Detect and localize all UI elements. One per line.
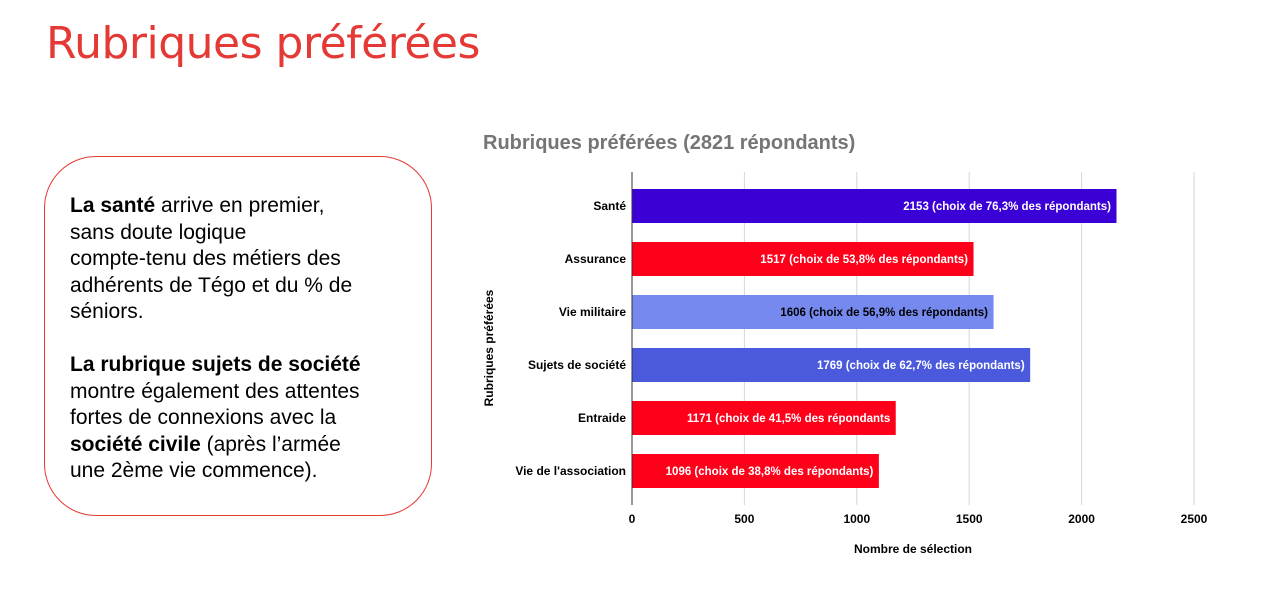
x-tick-label: 2500 — [1181, 512, 1208, 526]
y-category-label: Vie de l'association — [515, 464, 626, 478]
bar — [632, 242, 974, 276]
bar-data-label: 1171 (choix de 41,5% des répondants — [687, 413, 890, 425]
highlight-health: La santé — [70, 194, 156, 217]
commentary-text: séniors. — [70, 300, 144, 323]
x-tick-label: 1000 — [843, 512, 870, 526]
commentary-paragraph-health: La santé arrive en premier, sans doute l… — [70, 193, 407, 326]
y-category-label: Santé — [593, 199, 626, 213]
y-category-label: Entraide — [578, 411, 626, 425]
commentary-text: adhérents de Tégo et du % de — [70, 273, 353, 297]
bar-data-label: 2153 (choix de 76,3% des répondants) — [903, 201, 1111, 213]
commentary-text: sans doute logique — [70, 220, 247, 244]
bar — [632, 401, 896, 435]
commentary-text: arrive en premier, — [155, 194, 325, 217]
commentary-text: montre également des attentes — [70, 379, 360, 403]
bar — [632, 295, 994, 329]
bar-data-label: 1769 (choix de 62,7% des répondants) — [817, 360, 1025, 372]
y-axis-title: Rubriques préférées — [482, 289, 496, 406]
bar-data-label: 1606 (choix de 56,9% des répondants) — [780, 307, 988, 319]
y-category-label: Assurance — [565, 252, 627, 266]
x-tick-label: 0 — [629, 512, 636, 526]
commentary-text: (après l’armée — [200, 432, 341, 456]
bar — [632, 454, 879, 488]
x-axis-title: Nombre de sélection — [854, 542, 972, 556]
commentary-text: une 2ème vie commence). — [70, 459, 318, 482]
chart-title: Rubriques préférées (2821 répondants) — [483, 132, 856, 154]
commentary-paragraph-society: La rubrique sujets de société montre éga… — [70, 352, 407, 485]
bar — [632, 348, 1031, 382]
bar-data-label: 1517 (choix de 53,8% des répondants) — [760, 254, 968, 266]
x-tick-label: 500 — [734, 512, 754, 526]
commentary-text: compte-tenu des métiers des — [70, 247, 341, 270]
bar — [632, 189, 1117, 223]
page-title: Rubriques préférées — [46, 18, 480, 69]
y-category-label: Vie militaire — [559, 305, 626, 319]
x-tick-label: 2000 — [1068, 512, 1095, 526]
x-tick-label: 1500 — [956, 512, 983, 526]
highlight-society-topics: La rubrique sujets de société — [70, 353, 361, 376]
commentary-text: fortes de connexions avec la — [70, 406, 337, 429]
bar-data-label: 1096 (choix de 38,8% des répondants) — [666, 466, 874, 478]
highlight-civil-society: société civile — [70, 432, 201, 456]
commentary-box: La santé arrive en premier, sans doute l… — [44, 156, 432, 516]
y-category-label: Sujets de société — [528, 358, 626, 372]
